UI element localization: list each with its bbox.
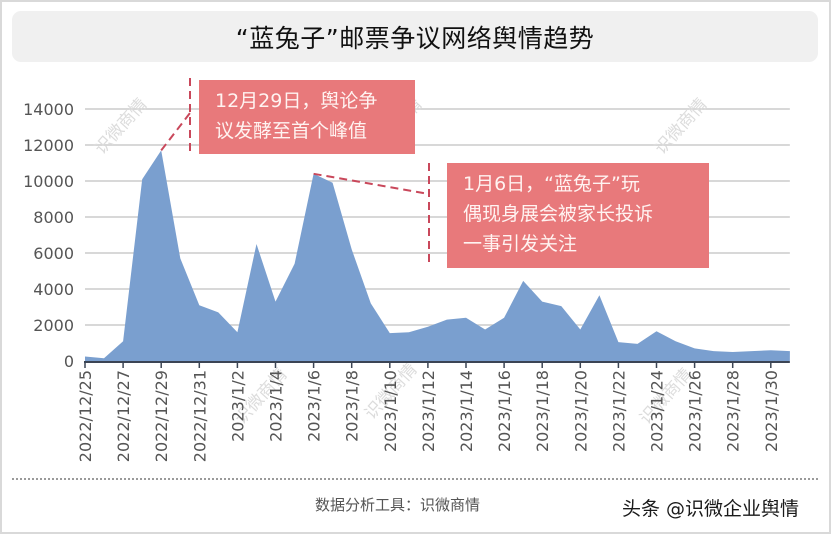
y-tick-label: 6000 [33,244,74,263]
y-tick-label: 10000 [23,172,74,191]
annotation-peak-2: 1月6日，“蓝兔子”玩 偶现身展会被家长投诉 一事引发关注 [447,163,709,268]
annotation-peak-1: 12月29日，舆论争 议发酵至首个峰值 [199,80,415,154]
x-tick-label: 2023/1/6 [305,370,324,442]
x-tick-label: 2023/1/14 [457,370,476,452]
y-tick-label: 8000 [33,208,74,227]
x-tick-label: 2023/1/2 [228,370,247,442]
y-tick-label: 14000 [23,100,74,119]
x-tick-label: 2022/12/27 [114,370,133,462]
watermark-text: 识微商情 [651,95,711,159]
annotation-2-line-1: 1月6日，“蓝兔子”玩 [463,173,640,195]
credit-watermark: 头条 @识微企业舆情 [622,498,800,520]
x-tick-label: 2023/1/16 [495,370,514,452]
x-tick-label: 2023/1/20 [571,370,590,452]
annotation-1-line-1: 12月29日，舆论争 [215,90,378,112]
y-axis-labels: 0 2000 4000 6000 8000 10000 12000 14000 [23,100,74,371]
x-tick-label: 2023/1/26 [686,370,705,452]
x-tick-label: 2022/12/29 [152,370,171,462]
annotation-1-line-2: 议发酵至首个峰值 [215,120,368,142]
x-tick-label: 2023/1/12 [419,370,438,452]
y-tick-label: 12000 [23,136,74,155]
footer-divider [12,478,818,480]
y-tick-label: 0 [64,352,74,371]
x-tick-label: 2023/1/10 [381,370,400,452]
chart-title: “蓝兔子”邮票争议网络舆情趋势 [235,23,595,53]
x-tick-label: 2023/1/4 [267,370,286,442]
y-tick-label: 2000 [33,316,74,335]
watermark-text: 识微商情 [91,95,151,159]
x-tick-label: 2022/12/25 [76,370,95,462]
x-tick-label: 2023/1/28 [724,370,743,452]
annotation-connectors [160,78,430,265]
x-tick-label: 2023/1/8 [343,370,362,442]
annotation-2-line-2: 偶现身展会被家长投诉 [463,203,654,225]
y-tick-label: 4000 [33,280,74,299]
annotation-2-line-3: 一事引发关注 [463,233,578,255]
data-area [85,150,790,361]
x-axis-ticks [84,361,772,368]
chart-header: “蓝兔子”邮票争议网络舆情趋势 [12,11,818,62]
x-tick-label: 2023/1/24 [648,370,667,452]
x-tick-label: 2023/1/18 [533,370,552,452]
x-tick-label: 2023/1/22 [609,370,628,452]
x-tick-label: 2022/12/31 [190,370,209,462]
x-axis-labels: 2022/12/25 2022/12/27 2022/12/29 2022/12/31… [76,370,781,462]
data-source-label: 数据分析工具：识微商情 [315,496,481,514]
x-tick-label: 2023/1/30 [762,370,781,452]
